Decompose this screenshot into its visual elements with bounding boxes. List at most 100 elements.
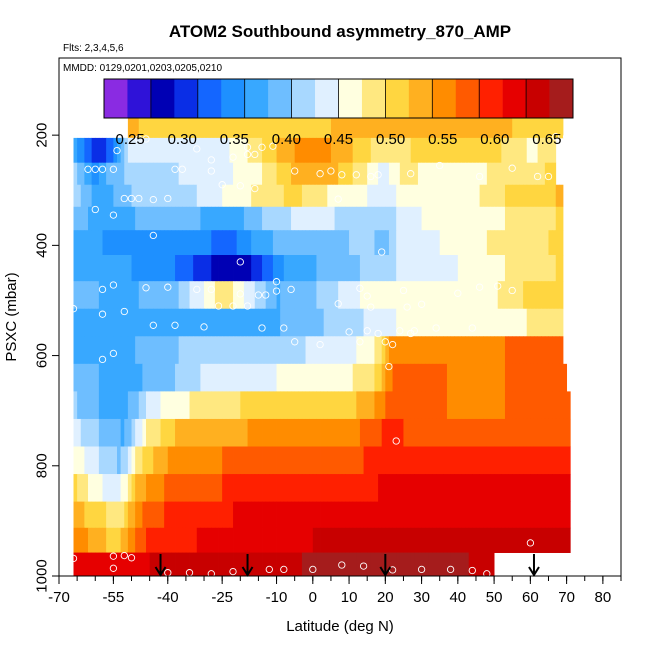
heatmap-cell [439,501,444,529]
heatmap-cell [519,418,524,447]
heatmap-cell [294,336,299,365]
heatmap-cell [233,363,238,392]
heatmap-cell [548,230,553,256]
heatmap-cell [280,255,285,282]
heatmap-cell [113,184,118,208]
heatmap-cell [84,184,89,208]
heatmap-cell [189,184,194,208]
heatmap-cell [182,418,187,447]
heatmap-cell [109,501,114,529]
heatmap-cell [523,137,528,164]
sample-point [236,258,244,266]
heatmap-cell [443,501,448,529]
heatmap-cell [138,391,143,420]
heatmap-cell [196,418,201,447]
heatmap-cell [225,418,230,447]
heatmap-cell [468,308,473,337]
heatmap-cell [247,501,252,529]
heatmap-cell [436,184,441,208]
heatmap-cell [254,162,259,186]
heatmap-cell [84,363,89,392]
heatmap-cell [178,255,183,282]
heatmap-cell [359,418,364,447]
heatmap-cell [316,137,321,164]
heatmap-cell [283,137,288,164]
heatmap-cell [146,184,151,208]
heatmap-cell [298,501,303,529]
heatmap-cell [309,162,314,186]
heatmap-cell [236,255,241,282]
heatmap-cell [80,230,85,256]
heatmap-cell [323,474,328,502]
heatmap-cell [269,184,274,208]
heatmap-cell [149,552,154,576]
heatmap-cell [421,391,426,420]
heatmap-cell [127,418,132,447]
heatmap-cell [548,110,553,139]
heatmap-cell [138,527,143,553]
heatmap-cell [475,336,480,365]
heatmap-cell [298,418,303,447]
heatmap-cell [425,255,430,282]
heatmap-cell [214,255,219,282]
heatmap-cell [320,255,325,282]
heatmap-cell [327,336,332,365]
heatmap-cell [185,162,190,186]
heatmap-cell [523,255,528,282]
heatmap-cell [552,206,557,231]
heatmap-cell [352,255,357,282]
heatmap-cell [280,230,285,256]
heatmap-cell [334,552,339,576]
heatmap-cell [541,336,546,365]
heatmap-cell [396,255,401,282]
heatmap-cell [523,184,528,208]
sample-point [367,172,375,181]
heatmap-cell [450,230,455,256]
heatmap-cell [214,308,219,337]
heatmap-cell [349,206,354,231]
heatmap-cell [548,308,553,337]
heatmap-cell [381,363,386,392]
heatmap-cell [171,391,176,420]
heatmap-cell [309,110,314,139]
heatmap-cell [428,418,433,447]
heatmap-cell [512,281,517,310]
heatmap-cell [254,255,259,282]
heatmap-cell [349,281,354,310]
heatmap-cell [352,184,357,208]
sample-point [265,565,273,574]
sample-point [109,165,118,173]
heatmap-cell [225,391,230,420]
heatmap-cell [258,363,263,392]
heatmap-cell [189,137,194,164]
heatmap-cell [160,184,165,208]
heatmap-cell [523,110,528,139]
heatmap-cell [131,527,136,553]
heatmap-cell [443,363,448,392]
heatmap-cell [153,418,158,447]
heatmap-cell [349,418,354,447]
heatmap-cell [236,206,241,231]
heatmap-cell [327,501,332,529]
heatmap-cell [204,446,209,475]
heatmap-cell [127,308,132,337]
heatmap-cell [236,281,241,310]
heatmap-cell [251,363,256,392]
heatmap-cell [410,281,415,310]
heatmap-cell [178,184,183,208]
heatmap-cell [356,446,361,475]
heatmap-cell [359,206,364,231]
heatmap-cell [479,255,484,282]
heatmap-cell [124,552,129,576]
heatmap-cell [265,308,270,337]
heatmap-cell [403,527,408,553]
heatmap-cell [479,308,484,337]
heatmap-cell [146,501,151,529]
heatmap-cell [312,474,317,502]
heatmap-cell [84,336,89,365]
heatmap-cell [283,446,288,475]
heatmap-cell [113,281,118,310]
heatmap-cell [88,552,93,576]
heatmap-cell [312,162,317,186]
heatmap-cell [414,206,419,231]
